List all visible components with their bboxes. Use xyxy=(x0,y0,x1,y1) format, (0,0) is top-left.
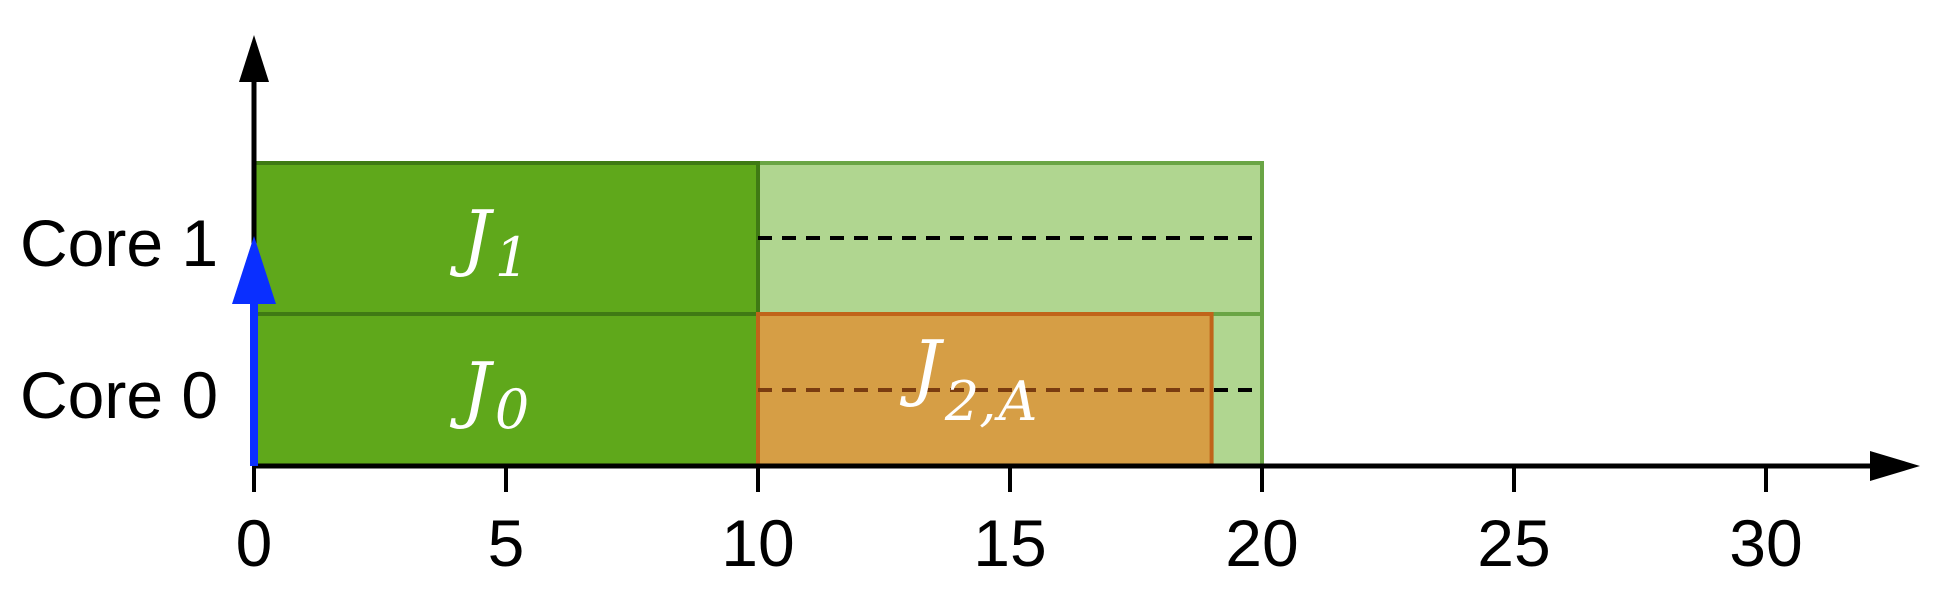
x-tick-label: 15 xyxy=(973,506,1046,580)
x-tick-label: 30 xyxy=(1729,506,1802,580)
y-axis-arrowhead xyxy=(239,35,269,82)
x-tick-label: 10 xyxy=(721,506,794,580)
release-arrow xyxy=(232,236,276,466)
x-ticks: 0 5 10 15 20 25 30 xyxy=(236,466,1803,580)
core-label-0: Core 0 xyxy=(20,358,218,432)
x-axis-arrowhead xyxy=(1870,451,1920,481)
core-label-1: Core 1 xyxy=(20,206,218,280)
x-tick-label: 20 xyxy=(1225,506,1298,580)
x-tick-label: 5 xyxy=(488,506,525,580)
job-label-j1: J1 xyxy=(449,195,529,289)
job-block-j1 xyxy=(252,161,760,317)
x-tick-label: 0 xyxy=(236,506,273,580)
x-axis xyxy=(254,451,1920,481)
x-tick-label: 25 xyxy=(1477,506,1550,580)
